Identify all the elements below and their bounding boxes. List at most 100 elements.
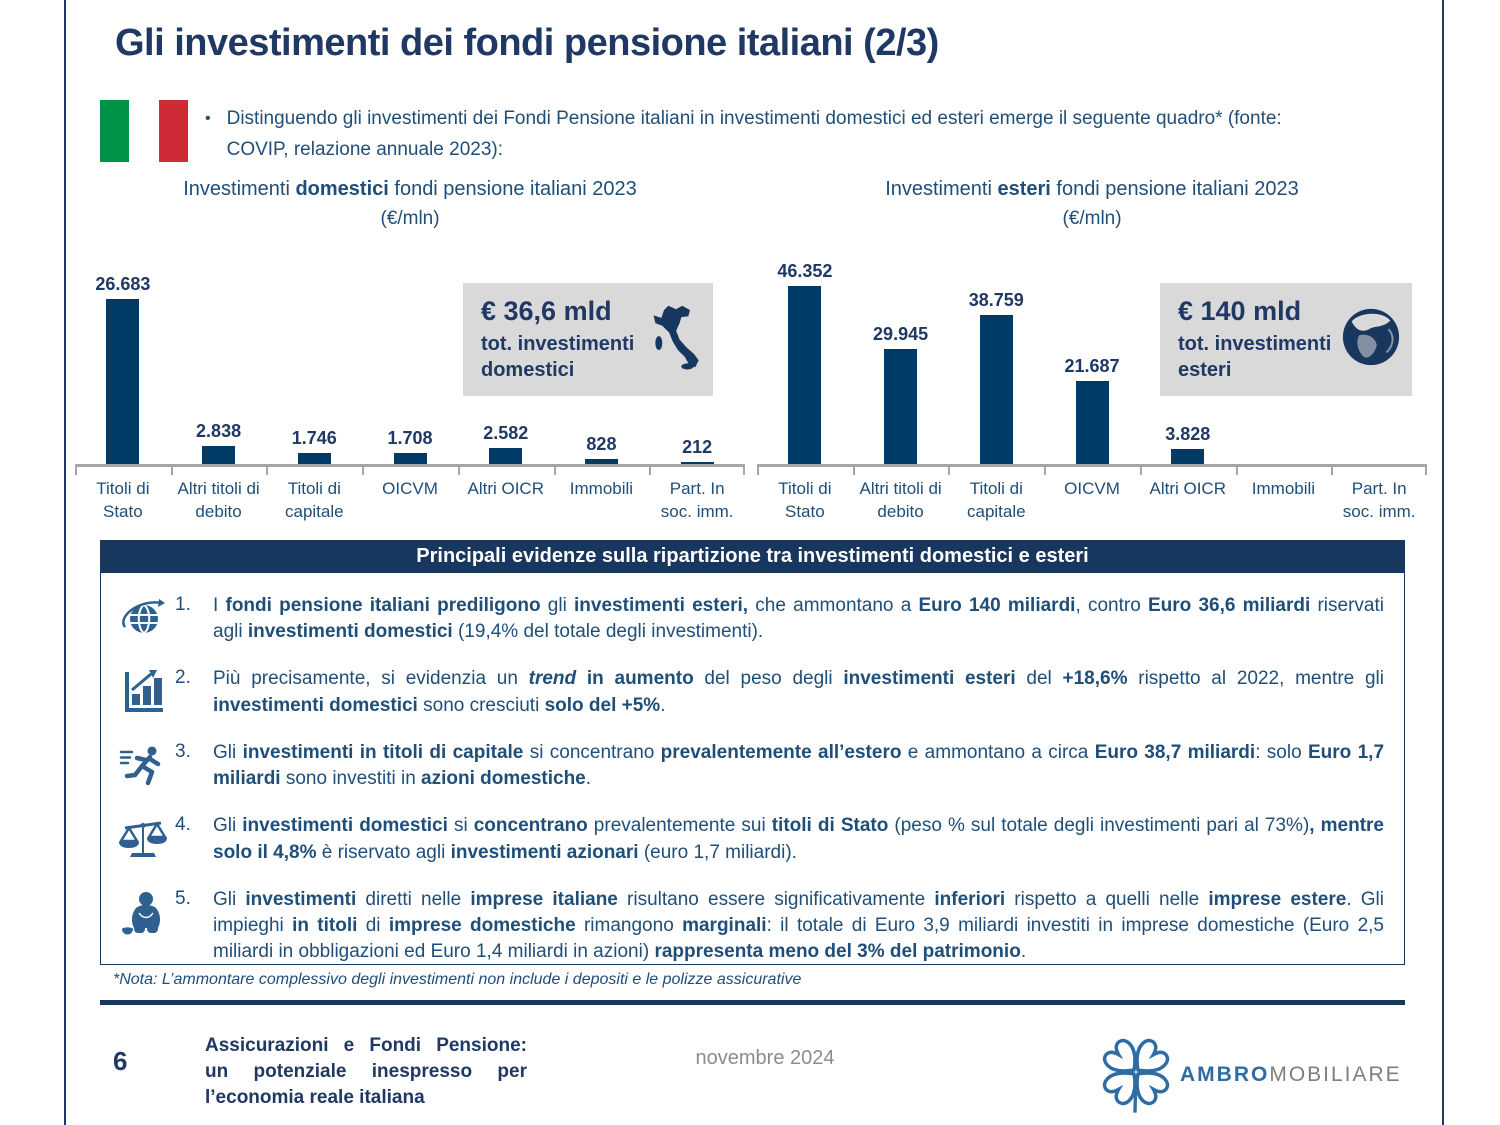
bar (1075, 381, 1109, 464)
text-segment: Più precisamente, si evidenzia un (213, 668, 529, 690)
item-text: Gli investimenti in titoli di capitale s… (213, 740, 1392, 792)
footer-divider (100, 1000, 1405, 1005)
chart-plot-area: 26.683 2.838 1.746 1.708 2.582 828 212 (75, 234, 745, 464)
bar-column: 3.828 (1140, 424, 1236, 464)
text-segment: inferiori (934, 888, 1006, 910)
bar-column: 21.687 (1044, 356, 1140, 464)
ambromobiliare-logo: AMBROMOBILIARE (1094, 1030, 1402, 1119)
foreign-total-callout: € 140 mld tot. investimenti esteri (1160, 283, 1412, 396)
flag-white-stripe (129, 100, 159, 162)
text-segment: . Gli impieghi (213, 888, 1385, 936)
category-label: Titoli di Stato (778, 479, 832, 521)
bar-column: 1.746 (266, 428, 362, 464)
bar (584, 459, 618, 464)
category-axis-labels: Titoli di Stato Altri titoli di debito Tit… (75, 478, 745, 524)
text-segment: investimenti esteri, (574, 595, 749, 616)
italy-map-icon (651, 300, 703, 379)
category-label: Titoli di Stato (96, 479, 150, 521)
bar-value-label: 21.687 (1064, 356, 1120, 376)
category-label: Altri OICR (467, 479, 544, 498)
text-segment: in titoli (292, 914, 358, 936)
logo-text-ambro: AMBRO (1180, 1062, 1270, 1086)
text-segment: rispetto al 2022, mentre gli (1127, 668, 1384, 690)
axis-tick (649, 467, 652, 475)
category-axis-labels: Titoli di Stato Altri titoli di debito Tit… (757, 478, 1427, 524)
evidence-item-1: 1. I fondi pensione italiani prediligono… (111, 593, 1392, 645)
text-segment: imprese italiane (470, 888, 618, 910)
chart-subtitle: (€/mln) (380, 208, 440, 229)
foreign-investments-chart: Investimenti esteri fondi pensione itali… (757, 178, 1427, 524)
text-segment: prevalentemente sui (587, 815, 772, 837)
chart-title: Investimenti esteri fondi pensione itali… (757, 178, 1427, 206)
text-segment: risultano essere significativamente (617, 888, 935, 910)
text-segment: titoli di Stato (771, 815, 889, 837)
text-segment: Euro 36,6 miliardi (1147, 595, 1311, 616)
text-segment: Investimenti (183, 178, 296, 200)
seated-person-icon (111, 887, 175, 937)
text-segment: concentrano (473, 815, 588, 837)
text-segment: riservati agli (213, 595, 1384, 643)
category-label: Titoli di capitale (284, 479, 344, 521)
text-segment: si (447, 815, 474, 837)
italy-flag-icon (100, 100, 188, 162)
chart-subtitle: (€/mln) (1062, 208, 1122, 229)
domestic-total-value: € 36,6 mld (481, 296, 612, 326)
text-segment: in aumento (576, 668, 694, 690)
bar (1171, 449, 1205, 464)
domestic-total-label-1: tot. investimenti (481, 333, 635, 355)
item-text: Gli investimenti domestici si concentran… (213, 813, 1392, 865)
item-text: I fondi pensione italiani prediligono gl… (213, 593, 1392, 645)
text-segment: investimenti domestici (213, 694, 418, 716)
logo-wordmark: AMBROMOBILIARE (1180, 1063, 1402, 1087)
text-segment: di (357, 914, 389, 936)
text-segment: prevalentemente all’estero (660, 741, 902, 763)
item-number: 1. (175, 594, 191, 615)
evidence-item-4: 4. Gli investimenti domestici si concent… (111, 813, 1392, 865)
category-label: Titoli di capitale (966, 479, 1026, 521)
bar-value-label: 38.759 (968, 290, 1024, 310)
flag-green-stripe (100, 100, 130, 162)
bar-value-label: 1.746 (291, 428, 337, 448)
item-text: Gli investimenti diretti nelle imprese i… (213, 887, 1392, 966)
text-segment: fondi pensione italiani prediligono (225, 595, 541, 616)
text-segment: investimenti domestici (242, 815, 448, 837)
globe-orbit-icon (111, 593, 175, 643)
bar-column: 828 (554, 434, 650, 464)
foreign-total-label-1: tot. investimenti (1178, 333, 1332, 355)
text-segment: fondi pensione italiani 2023 (388, 178, 637, 200)
bar-value-label: 1.708 (387, 428, 433, 448)
bar-value-label: 3.828 (1165, 424, 1211, 444)
bar-column: 212 (649, 437, 745, 464)
footnote: *Nota: L’ammontare complessivo degli inv… (113, 971, 802, 988)
text-segment: investimenti azionari (450, 841, 639, 863)
bar (788, 286, 822, 464)
axis-tick (170, 467, 173, 475)
text-segment: Euro 38,7 miliardi (1094, 741, 1256, 763)
bar (489, 448, 523, 464)
text-segment: I (213, 595, 226, 616)
text-segment: rispetto a quelli nelle (1005, 888, 1209, 910)
axis-tick (1425, 467, 1427, 475)
text-segment: diretti nelle (356, 888, 471, 910)
text-segment: sono investiti in (280, 768, 422, 790)
text-segment: marginali (682, 914, 767, 936)
balance-scale-icon (111, 813, 175, 863)
evidence-header: Principali evidenze sulla ripartizione t… (100, 540, 1405, 573)
item-number: 2. (175, 667, 191, 689)
axis-tick (266, 467, 269, 475)
x-axis (75, 464, 745, 475)
bar-value-label: 828 (586, 434, 617, 454)
bar-value-label: 2.838 (196, 421, 242, 441)
axis-tick (1139, 467, 1142, 475)
text-segment: , contro (1075, 595, 1148, 616)
category-label: Part. In soc. imm. (660, 479, 734, 521)
item-number: 5. (175, 887, 191, 909)
bar (680, 462, 714, 464)
axis-tick (1331, 467, 1334, 475)
bar-value-label: 212 (682, 437, 713, 457)
globe-icon (1340, 306, 1402, 373)
text-segment: Gli (213, 888, 246, 910)
text-segment: (peso % sul totale degli investimenti pa… (888, 815, 1310, 837)
clover-logo-icon (1094, 1030, 1178, 1119)
item-number: 4. (175, 814, 191, 836)
